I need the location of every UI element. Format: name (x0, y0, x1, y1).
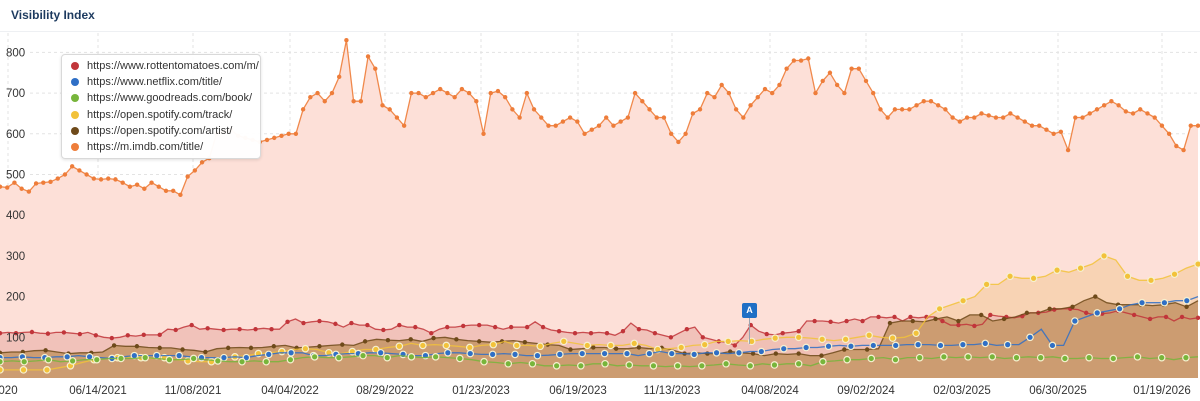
legend-item-rottentomatoes[interactable]: https://www.rottentomatoes.com/m/ (71, 58, 260, 74)
svg-text:04/08/2024: 04/08/2024 (741, 385, 799, 397)
svg-text:700: 700 (6, 88, 25, 100)
svg-text:04/04/2022: 04/04/2022 (261, 385, 319, 397)
chart-legend: https://www.rottentomatoes.com/m/ https:… (61, 54, 261, 159)
svg-text:800: 800 (6, 47, 25, 59)
svg-text:06/30/2025: 06/30/2025 (1029, 385, 1087, 397)
legend-item-imdb[interactable]: https://m.imdb.com/title/ (71, 139, 260, 155)
series-lines (0, 37, 1200, 374)
annotation-marker[interactable]: A (742, 303, 757, 318)
legend-dot-icon (71, 78, 79, 87)
svg-text:600: 600 (6, 129, 25, 141)
legend-label: https://www.netflix.com/title/ (87, 76, 223, 89)
legend-dot-icon (71, 94, 79, 103)
legend-item-netflix[interactable]: https://www.netflix.com/title/ (71, 74, 260, 90)
svg-text:01/19/2026: 01/19/2026 (1133, 385, 1191, 397)
svg-text:11/13/2023: 11/13/2023 (644, 385, 701, 397)
legend-dot-icon (71, 143, 79, 152)
svg-text:200: 200 (6, 292, 25, 304)
legend-label: https://open.spotify.com/artist/ (87, 124, 233, 137)
legend-label: https://m.imdb.com/title/ (87, 141, 204, 154)
legend-dot-icon (71, 126, 79, 135)
annotation-stem (749, 318, 750, 344)
svg-text:500: 500 (6, 170, 25, 182)
chart-title: Visibility Index (11, 8, 95, 22)
svg-text:400: 400 (6, 210, 25, 222)
svg-text:100: 100 (6, 332, 25, 344)
svg-text:300: 300 (6, 251, 25, 263)
svg-text:02/03/2025: 02/03/2025 (933, 385, 991, 397)
x-axis: 020 06/14/2021 11/08/2021 04/04/2022 08/29/2… (0, 385, 1191, 397)
legend-item-spotify-artist[interactable]: https://open.spotify.com/artist/ (71, 123, 260, 139)
y-axis: 100 200 300 400 500 600 700 800 (6, 47, 25, 344)
legend-label: https://www.rottentomatoes.com/m/ (87, 60, 259, 73)
svg-text:06/14/2021: 06/14/2021 (69, 385, 127, 397)
legend-label: https://www.goodreads.com/book/ (87, 92, 253, 105)
svg-text:08/29/2022: 08/29/2022 (356, 385, 414, 397)
title-divider (0, 31, 1200, 32)
legend-item-goodreads[interactable]: https://www.goodreads.com/book/ (71, 90, 260, 106)
legend-item-spotify-track[interactable]: https://open.spotify.com/track/ (71, 107, 260, 123)
svg-text:020: 020 (0, 385, 18, 397)
legend-dot-icon (71, 110, 79, 119)
svg-text:01/23/2023: 01/23/2023 (452, 385, 510, 397)
svg-text:11/08/2021: 11/08/2021 (165, 385, 222, 397)
legend-dot-icon (71, 62, 79, 71)
svg-text:09/02/2024: 09/02/2024 (837, 385, 895, 397)
svg-text:06/19/2023: 06/19/2023 (549, 385, 607, 397)
legend-label: https://open.spotify.com/track/ (87, 108, 233, 121)
